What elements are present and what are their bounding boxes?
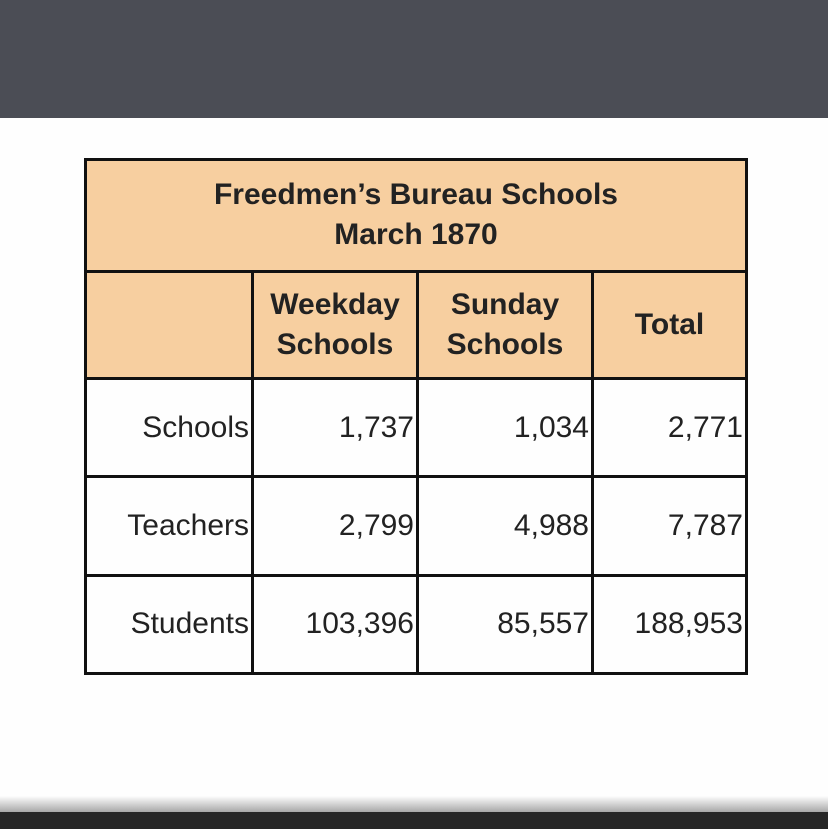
row-label: Schools bbox=[84, 377, 254, 479]
freedmens-bureau-table: Freedmen’s Bureau Schools March 1870 Wee… bbox=[84, 158, 748, 676]
bottom-shadow bbox=[0, 796, 828, 812]
cell-sunday: 1,034 bbox=[416, 377, 594, 479]
cell-sunday: 4,988 bbox=[416, 475, 594, 577]
cell-weekday: 1,737 bbox=[251, 377, 419, 479]
row-label: Students bbox=[84, 573, 254, 676]
header-sunday: Sunday Schools bbox=[416, 269, 594, 381]
table-row: Students 103,396 85,557 188,953 bbox=[84, 573, 748, 676]
header-empty bbox=[84, 269, 254, 381]
table-row: Schools 1,737 1,034 2,771 bbox=[84, 377, 748, 479]
title-line-1: Freedmen’s Bureau Schools bbox=[213, 178, 618, 212]
cell-total: 188,953 bbox=[591, 573, 748, 676]
table-title: Freedmen’s Bureau Schools March 1870 bbox=[84, 158, 748, 273]
header-weekday: Weekday Schools bbox=[251, 269, 419, 381]
header-total: Total bbox=[591, 269, 748, 381]
bottom-bar bbox=[0, 812, 828, 829]
cell-weekday: 2,799 bbox=[251, 475, 419, 577]
cell-total: 2,771 bbox=[591, 377, 748, 479]
table-row: Teachers 2,799 4,988 7,787 bbox=[84, 475, 748, 577]
cell-sunday: 85,557 bbox=[416, 573, 594, 676]
cell-weekday: 103,396 bbox=[251, 573, 419, 676]
cell-total: 7,787 bbox=[591, 475, 748, 577]
title-line-2: March 1870 bbox=[334, 218, 498, 252]
row-label: Teachers bbox=[84, 475, 254, 577]
top-bar bbox=[0, 0, 828, 118]
